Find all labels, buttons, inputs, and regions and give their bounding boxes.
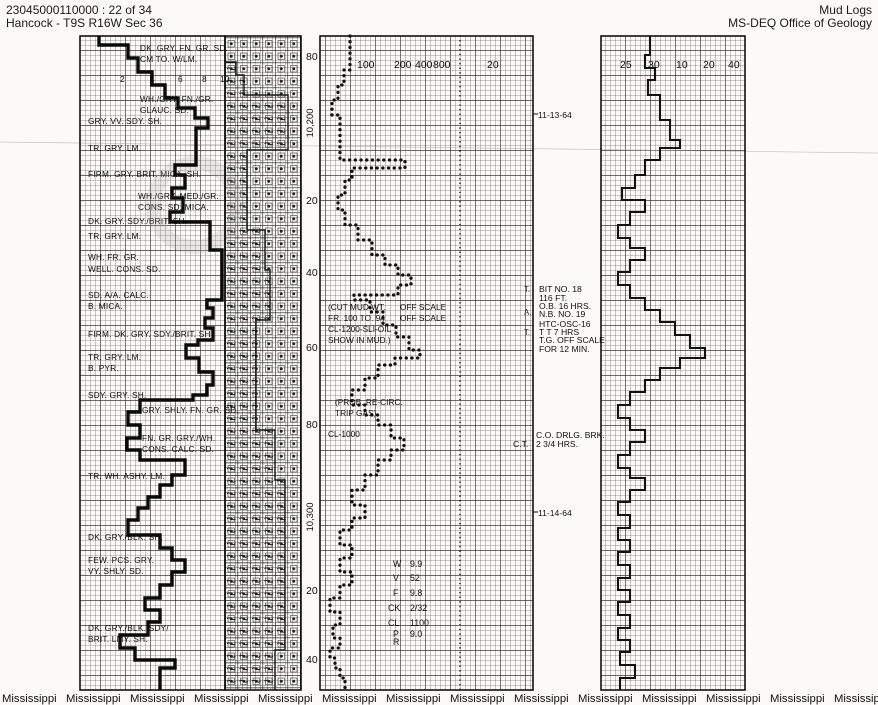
svg-text:OFF SCALE: OFF SCALE (400, 313, 447, 323)
svg-text:Mississippi: Mississippi (194, 693, 249, 705)
svg-text:Mississip: Mississip (834, 693, 878, 705)
svg-text:T.: T. (524, 328, 530, 337)
svg-text:400: 400 (415, 59, 433, 71)
svg-text:Mississippi: Mississippi (130, 693, 185, 705)
svg-text:DK. GRY./BLK. SDY/: DK. GRY./BLK. SDY/ (88, 623, 169, 633)
svg-text:GRY. VV. SDY. SH.: GRY. VV. SDY. SH. (88, 116, 162, 126)
svg-text:TR. GRY. LM.: TR. GRY. LM. (88, 143, 141, 153)
svg-text:11-13-64: 11-13-64 (538, 110, 572, 120)
svg-text:80: 80 (306, 51, 318, 63)
svg-text:CK: CK (388, 603, 400, 613)
svg-text:V: V (393, 573, 399, 583)
svg-text:CONS. CALC. SD.: CONS. CALC. SD. (142, 444, 214, 454)
svg-text:20: 20 (487, 59, 499, 71)
svg-text:T.: T. (524, 285, 530, 294)
svg-text:C.T.: C.T. (513, 439, 528, 449)
svg-text:W: W (393, 559, 402, 569)
svg-text:Mississippi: Mississippi (66, 693, 121, 705)
svg-text:Mississippi: Mississippi (514, 693, 569, 705)
svg-text:FOR 12 MIN.: FOR 12 MIN. (539, 344, 590, 354)
svg-text:1100: 1100 (410, 618, 429, 628)
svg-text:Mississippi: Mississippi (770, 693, 825, 705)
svg-text:SHOW IN MUD.): SHOW IN MUD.) (328, 335, 391, 345)
svg-text:OFF SCALE: OFF SCALE (400, 302, 447, 312)
svg-text:TR. GRY. LM.: TR. GRY. LM. (88, 231, 141, 241)
svg-text:9.9: 9.9 (410, 559, 422, 569)
svg-text:N.B. NO. 19: N.B. NO. 19 (539, 309, 586, 319)
svg-text:52: 52 (410, 573, 420, 583)
svg-text:Mississippi: Mississippi (2, 693, 57, 705)
svg-text:Mississippi: Mississippi (386, 693, 441, 705)
svg-text:FEW. PCS. GRY.: FEW. PCS. GRY. (88, 555, 154, 565)
svg-text:Mississippi: Mississippi (642, 693, 697, 705)
svg-text:25: 25 (620, 59, 632, 71)
svg-text:6: 6 (178, 74, 183, 84)
svg-text:TR. GRY. LM.: TR. GRY. LM. (88, 352, 141, 362)
svg-text:A.: A. (524, 308, 531, 317)
svg-text:VY. SHLY. SD.: VY. SHLY. SD. (88, 566, 144, 576)
svg-text:CL-1200-SLI-OIL: CL-1200-SLI-OIL (328, 324, 392, 334)
svg-text:B. PYR.: B. PYR. (88, 363, 119, 373)
svg-text:11-14-64: 11-14-64 (538, 508, 572, 518)
svg-text:Mississippi: Mississippi (258, 693, 313, 705)
svg-text:2/32: 2/32 (410, 603, 427, 613)
svg-text:CL-1000: CL-1000 (328, 429, 360, 439)
svg-text:2 3/4 HRS.: 2 3/4 HRS. (536, 439, 578, 449)
svg-text:40: 40 (728, 59, 740, 71)
svg-text:Mississippi: Mississippi (322, 693, 377, 705)
svg-text:40: 40 (306, 267, 318, 279)
svg-text:10: 10 (676, 59, 688, 71)
svg-text:20: 20 (306, 585, 318, 597)
svg-text:10,200: 10,200 (305, 108, 316, 137)
svg-text:Mississippi: Mississippi (450, 693, 505, 705)
svg-text:80: 80 (306, 419, 318, 431)
svg-text:9.0: 9.0 (410, 629, 422, 639)
svg-text:100: 100 (357, 59, 375, 71)
svg-text:F: F (393, 588, 399, 598)
svg-text:800: 800 (433, 59, 451, 71)
svg-text:SD. A/A. CALC.: SD. A/A. CALC. (88, 290, 149, 300)
svg-text:10,300: 10,300 (305, 502, 316, 531)
svg-text:Mississippi: Mississippi (706, 693, 761, 705)
svg-text:WH. FR. GR.: WH. FR. GR. (88, 252, 139, 262)
svg-text:200: 200 (394, 59, 412, 71)
svg-text:FIRM. DK. GRY. SDY./BRIT. SH.: FIRM. DK. GRY. SDY./BRIT. SH. (88, 329, 213, 339)
svg-text:20: 20 (306, 195, 318, 207)
svg-text:40: 40 (306, 654, 318, 666)
svg-text:B. MICA.: B. MICA. (88, 301, 123, 311)
svg-text:Mississippi: Mississippi (578, 693, 633, 705)
svg-text:DK. GRY. FN. GR. SD.: DK. GRY. FN. GR. SD. (140, 43, 228, 53)
svg-text:8: 8 (202, 74, 207, 84)
svg-text:20: 20 (703, 59, 715, 71)
svg-text:R: R (393, 637, 399, 647)
svg-text:TRIP GAS): TRIP GAS) (335, 408, 377, 418)
svg-text:TR. WH. ASHY. LM.: TR. WH. ASHY. LM. (88, 471, 165, 481)
svg-text:WELL. CONS. SD.: WELL. CONS. SD. (88, 264, 161, 274)
svg-text:FN. GR. GRY./WH.: FN. GR. GRY./WH. (142, 433, 215, 443)
svg-text:(PROB. RE-CIRC.: (PROB. RE-CIRC. (335, 397, 403, 407)
svg-text:9.8: 9.8 (410, 588, 422, 598)
svg-text:2: 2 (120, 74, 125, 84)
svg-text:CM TO. W/LM.: CM TO. W/LM. (140, 54, 197, 64)
svg-text:SDY. GRY. SH.: SDY. GRY. SH. (88, 390, 146, 400)
svg-text:FR. 100 TO. 94: FR. 100 TO. 94 (328, 313, 385, 323)
svg-text:60: 60 (306, 342, 318, 354)
svg-text:CL: CL (388, 618, 399, 628)
svg-text:30: 30 (648, 59, 660, 71)
